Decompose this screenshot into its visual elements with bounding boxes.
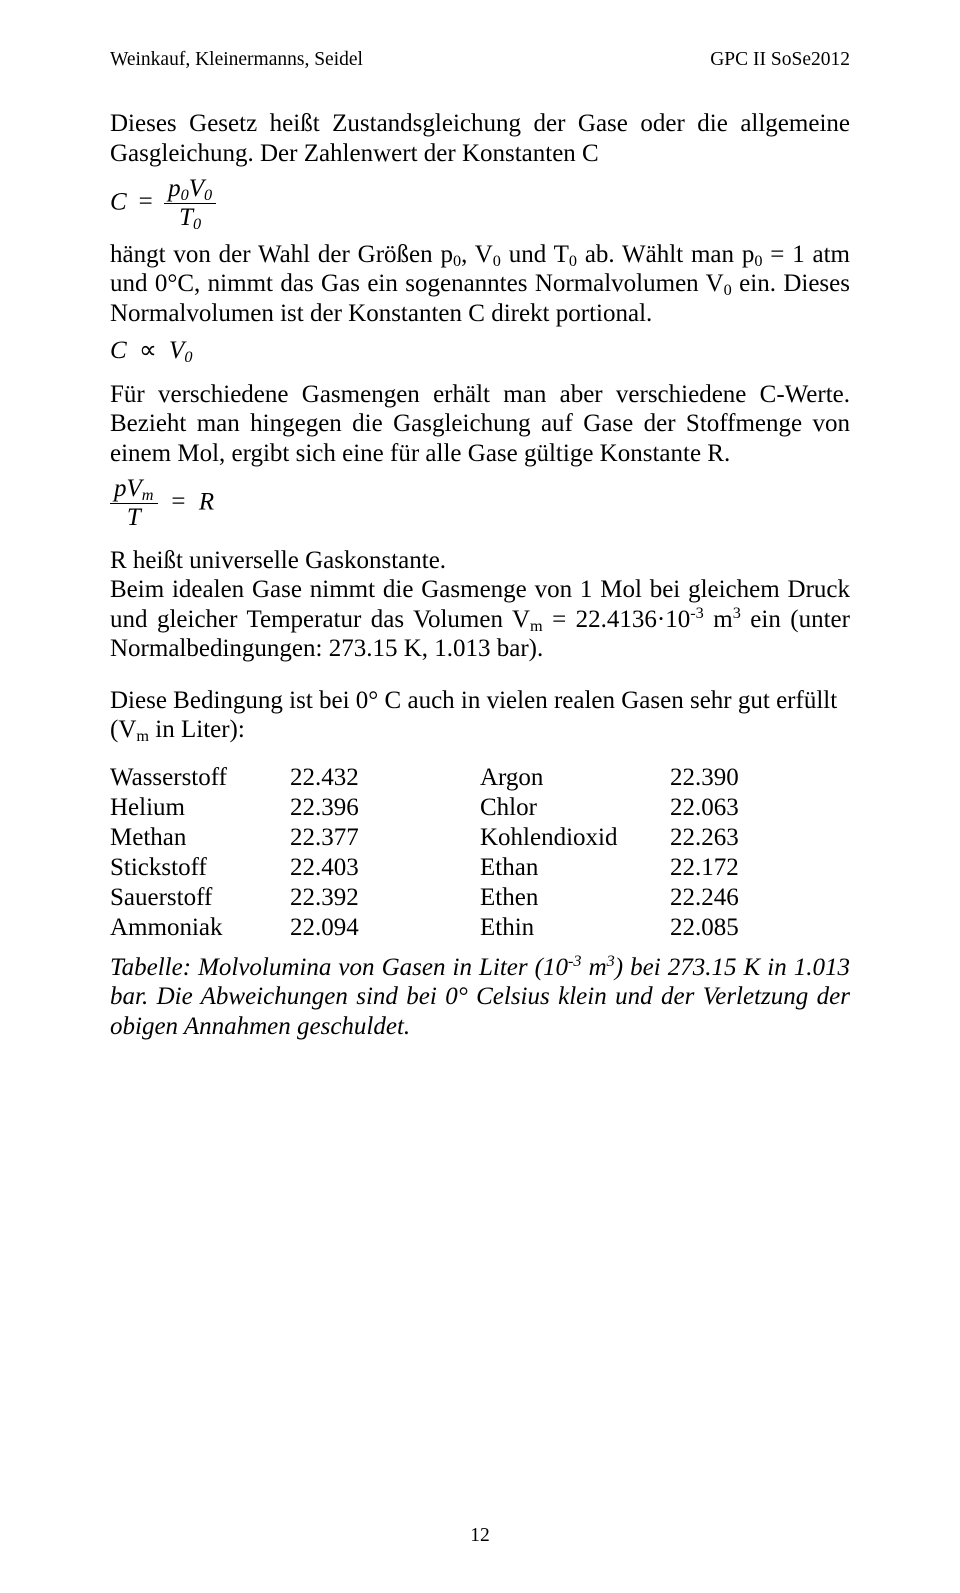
eq1-sub0b: 0 <box>204 186 212 204</box>
eq3-equals: = <box>164 488 193 515</box>
table-cell: Helium <box>110 793 290 823</box>
eq3-den: T <box>110 504 158 531</box>
header-right: GPC II SoSe2012 <box>710 48 850 71</box>
p5-subm: m <box>136 727 149 745</box>
eq2-V: V <box>169 337 184 364</box>
table-cell: 22.094 <box>290 913 480 943</box>
table-cell: 22.432 <box>290 763 480 793</box>
eq2-C: C <box>110 337 127 364</box>
paragraph-5: Diese Bedingung ist bei 0° C auch in vie… <box>110 686 850 745</box>
p4b-sup2: 3 <box>733 604 741 622</box>
table-cell: Wasserstoff <box>110 763 290 793</box>
page: Weinkauf, Kleinermanns, Seidel GPC II So… <box>0 0 960 1593</box>
p2-c: und T <box>501 241 569 268</box>
table-cell: Sauerstoff <box>110 883 290 913</box>
cap-1: Tabelle: Molvolumina von Gasen in Liter … <box>110 954 568 981</box>
eq2-sub0: 0 <box>184 348 192 366</box>
table-cell: 22.396 <box>290 793 480 823</box>
table-cell: 22.246 <box>670 883 790 913</box>
eq1-V: V <box>189 175 204 202</box>
eq3-num: pVm <box>110 476 158 504</box>
equation-1: C = p0V0 T0 <box>110 176 850 232</box>
table-cell: Methan <box>110 823 290 853</box>
table-cell: 22.063 <box>670 793 790 823</box>
eq1-num: p0V0 <box>164 176 216 204</box>
paragraph-4a: R heißt universelle Gaskonstante. <box>110 546 850 576</box>
table-cell: Kohlendioxid <box>480 823 670 853</box>
table-col-value-left: 22.432 22.396 22.377 22.403 22.392 22.09… <box>290 763 480 943</box>
p4b-subm: m <box>530 617 543 635</box>
table-col-value-right: 22.390 22.063 22.263 22.172 22.246 22.08… <box>670 763 790 943</box>
table-col-gas-right: Argon Chlor Kohlendioxid Ethan Ethen Eth… <box>480 763 670 943</box>
table-caption: Tabelle: Molvolumina von Gasen in Liter … <box>110 953 850 1042</box>
p2-sub0b: 0 <box>493 252 501 270</box>
eq3-T: T <box>127 504 141 531</box>
p5-b: in Liter): <box>149 716 245 743</box>
p2-sub0a: 0 <box>453 252 461 270</box>
p2-b: , V <box>461 241 493 268</box>
table-cell: 22.390 <box>670 763 790 793</box>
cap-sup1: -3 <box>568 952 582 970</box>
eq3-fraction: pVm T <box>110 476 158 532</box>
eq1-fraction: p0V0 T0 <box>164 176 216 232</box>
eq1-den: T0 <box>164 204 216 231</box>
eq1-p: p <box>168 175 181 202</box>
table-col-gas-left: Wasserstoff Helium Methan Stickstoff Sau… <box>110 763 290 943</box>
equation-2: C ∝ V0 <box>110 336 850 366</box>
eq1-sub0a: 0 <box>181 186 189 204</box>
header-left: Weinkauf, Kleinermanns, Seidel <box>110 48 363 71</box>
cap-sup2: 3 <box>607 952 615 970</box>
eq3-V: V <box>127 475 142 502</box>
paragraph-2: hängt von der Wahl der Größen p0, V0 und… <box>110 240 850 329</box>
p4b-sup1: -3 <box>690 604 704 622</box>
p4b-3: m <box>704 606 733 633</box>
cap-2: m <box>582 954 607 981</box>
table-cell: Ammoniak <box>110 913 290 943</box>
eq2-prop: ∝ <box>133 337 163 364</box>
paragraph-1: Dieses Gesetz heißt Zustandsgleichung de… <box>110 109 850 168</box>
p4b-2: = 22.4136·10 <box>543 606 691 633</box>
table-cell: Ethan <box>480 853 670 883</box>
table-cell: 22.085 <box>670 913 790 943</box>
paragraph-3: Für verschiedene Gasmengen erhält man ab… <box>110 380 850 469</box>
eq1-equals: = <box>133 188 158 215</box>
table-cell: 22.172 <box>670 853 790 883</box>
equation-3: pVm T = R <box>110 476 850 532</box>
page-number: 12 <box>0 1524 960 1547</box>
eq3-R: R <box>199 488 214 515</box>
table-cell: Ethin <box>480 913 670 943</box>
table-cell: Argon <box>480 763 670 793</box>
eq3-subm: m <box>142 486 154 504</box>
eq1-T: T <box>179 204 193 231</box>
table-cell: 22.392 <box>290 883 480 913</box>
eq3-p: p <box>114 475 127 502</box>
table-cell: 22.377 <box>290 823 480 853</box>
paragraph-4b: Beim idealen Gase nimmt die Gasmenge von… <box>110 575 850 664</box>
p2-a: hängt von der Wahl der Größen p <box>110 241 453 268</box>
eq1-sub0c: 0 <box>193 215 201 233</box>
p2-sub0c: 0 <box>569 252 577 270</box>
p2-d: ab. Wählt man p <box>577 241 754 268</box>
page-header: Weinkauf, Kleinermanns, Seidel GPC II So… <box>110 48 850 71</box>
eq1-C: C <box>110 188 127 215</box>
table-cell: 22.403 <box>290 853 480 883</box>
table-cell: Stickstoff <box>110 853 290 883</box>
molar-volume-table: Wasserstoff Helium Methan Stickstoff Sau… <box>110 763 850 943</box>
table-cell: 22.263 <box>670 823 790 853</box>
table-cell: Chlor <box>480 793 670 823</box>
p2-sub0e: 0 <box>724 281 732 299</box>
table-cell: Ethen <box>480 883 670 913</box>
